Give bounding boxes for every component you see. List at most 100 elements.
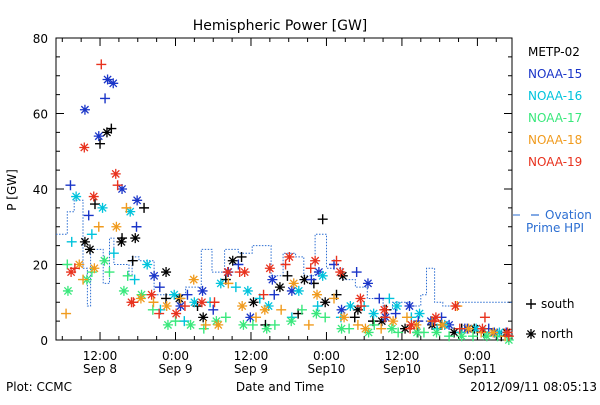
noaa-18-north-point bbox=[111, 221, 122, 232]
noaa-17-north-point bbox=[311, 308, 322, 319]
metp-02-north-point bbox=[320, 297, 331, 308]
metp-02-north-point bbox=[116, 236, 127, 247]
metp-02-south-point bbox=[139, 202, 150, 213]
noaa-18-north-point bbox=[488, 327, 499, 338]
noaa-19-north-point bbox=[310, 255, 321, 266]
noaa-18-south-point bbox=[148, 297, 159, 308]
metp-02-north-point bbox=[84, 244, 95, 255]
noaa-19-north-point bbox=[264, 263, 275, 274]
legend-noaa-16: NOAA-16 bbox=[528, 89, 582, 103]
metp-02-north-point bbox=[161, 267, 172, 278]
noaa-16-south-point bbox=[108, 248, 119, 259]
noaa-18-north-point bbox=[288, 278, 299, 289]
noaa-16-south-point bbox=[312, 301, 323, 312]
noaa-18-north-point bbox=[388, 316, 399, 327]
y-axis-label: P [GW] bbox=[5, 169, 19, 211]
noaa-17-south-point bbox=[247, 319, 258, 330]
x-tick-label: 0:00 bbox=[162, 349, 189, 363]
noaa-17-south-point bbox=[104, 267, 115, 278]
noaa-17-north-point bbox=[286, 316, 297, 327]
noaa-18-south-point bbox=[93, 221, 104, 232]
noaa-15-south-point bbox=[83, 210, 94, 221]
noaa-15-south-point bbox=[390, 308, 401, 319]
legend-south-marker bbox=[526, 299, 536, 309]
noaa-19-south-point bbox=[305, 263, 316, 274]
noaa-15-north-point bbox=[79, 104, 90, 115]
metp-02-south-point bbox=[317, 214, 328, 225]
noaa-15-north-point bbox=[102, 74, 113, 85]
noaa-17-north-point bbox=[162, 319, 173, 330]
x-tick-label: Sep 9 bbox=[158, 362, 192, 376]
legend-ovation-label-line1: Ovation bbox=[545, 208, 592, 222]
noaa-16-south-point bbox=[384, 293, 395, 304]
noaa-19-north-point bbox=[430, 312, 441, 323]
noaa-19-south-point bbox=[479, 312, 490, 323]
noaa-18-north-point bbox=[360, 323, 371, 334]
noaa-19-south-point bbox=[331, 255, 342, 266]
noaa-18-south-point bbox=[61, 308, 72, 319]
legend-noaa-15: NOAA-15 bbox=[528, 67, 582, 81]
noaa-17-north-point bbox=[431, 327, 442, 338]
noaa-19-north-point bbox=[450, 301, 461, 312]
noaa-17-north-point bbox=[386, 323, 397, 334]
noaa-17-north-point bbox=[412, 327, 423, 338]
noaa-16-south-point bbox=[86, 229, 97, 240]
metp-02-south-point bbox=[349, 312, 360, 323]
noaa-18-south-point bbox=[303, 319, 314, 330]
noaa-18-north-point bbox=[463, 323, 474, 334]
noaa-19-north-point bbox=[502, 327, 513, 338]
noaa-16-north-point bbox=[293, 285, 304, 296]
noaa-16-north-point bbox=[317, 270, 328, 281]
noaa-19-north-point bbox=[284, 251, 295, 262]
noaa-17-south-point bbox=[468, 331, 479, 342]
metp-02-south-point bbox=[89, 199, 100, 210]
x-tick-label: Sep 8 bbox=[83, 362, 117, 376]
noaa-17-south-point bbox=[62, 259, 73, 270]
noaa-15-south-point bbox=[182, 289, 193, 300]
noaa-19-north-point bbox=[239, 267, 250, 278]
noaa-15-north-point bbox=[245, 312, 256, 323]
metp-02-north-point bbox=[400, 323, 411, 334]
noaa-16-north-point bbox=[189, 297, 200, 308]
noaa-17-south-point bbox=[122, 270, 133, 281]
noaa-19-north-point bbox=[196, 297, 207, 308]
noaa-17-north-point bbox=[185, 319, 196, 330]
noaa-18-north-point bbox=[74, 259, 85, 270]
noaa-19-north-point bbox=[88, 191, 99, 202]
noaa-19-north-point bbox=[110, 168, 121, 179]
noaa-16-north-point bbox=[142, 259, 153, 270]
noaa-16-north-point bbox=[215, 278, 226, 289]
noaa-18-north-point bbox=[339, 312, 350, 323]
noaa-15-south-point bbox=[65, 180, 76, 191]
noaa-16-north-point bbox=[391, 301, 402, 312]
noaa-16-north-point bbox=[125, 206, 136, 217]
footer-source: Plot: CCMC bbox=[6, 380, 72, 394]
legend-north-marker bbox=[526, 329, 536, 339]
y-tick-label: 20 bbox=[33, 259, 48, 273]
metp-02-south-point bbox=[127, 255, 138, 266]
noaa-17-north-point bbox=[99, 255, 110, 266]
noaa-15-north-point bbox=[108, 78, 119, 89]
noaa-17-north-point bbox=[456, 331, 467, 342]
noaa-16-south-point bbox=[230, 282, 241, 293]
noaa-16-north-point bbox=[345, 301, 356, 312]
noaa-17-north-point bbox=[336, 323, 347, 334]
noaa-16-south-point bbox=[129, 274, 140, 285]
noaa-18-south-point bbox=[376, 323, 387, 334]
noaa-18-south-point bbox=[276, 304, 287, 315]
noaa-15-north-point bbox=[362, 278, 373, 289]
noaa-17-north-point bbox=[481, 331, 492, 342]
noaa-15-north-point bbox=[336, 304, 347, 315]
x-tick-label: 12:00 bbox=[234, 349, 269, 363]
x-tick-label: Sep11 bbox=[458, 362, 496, 376]
metp-02-south-point bbox=[95, 138, 106, 149]
x-tick-label: 12:00 bbox=[83, 349, 118, 363]
metp-02-north-point bbox=[449, 327, 460, 338]
noaa-17-north-point bbox=[211, 316, 222, 327]
metp-02-south-point bbox=[236, 251, 247, 262]
chart-title: Hemispheric Power [GW] bbox=[193, 18, 368, 34]
metp-02-north-point bbox=[101, 127, 112, 138]
